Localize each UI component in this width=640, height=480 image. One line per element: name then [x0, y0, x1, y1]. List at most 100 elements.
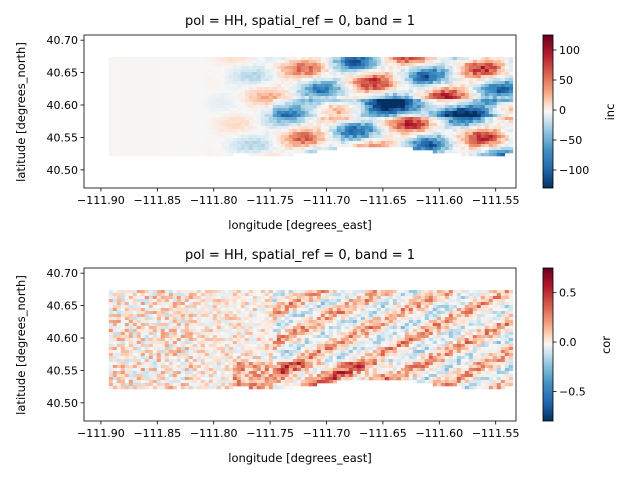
heatmap-cell	[496, 317, 502, 321]
heatmap-cell	[124, 63, 130, 67]
heatmap-cell	[276, 314, 282, 318]
heatmap-cell	[204, 99, 210, 103]
heatmap-cell	[420, 93, 426, 97]
heatmap-cell	[328, 78, 334, 82]
heatmap-cell	[156, 132, 162, 136]
heatmap-cell	[140, 57, 146, 61]
heatmap-cell	[300, 60, 306, 64]
heatmap-cell	[132, 78, 138, 82]
heatmap-cell	[380, 90, 386, 94]
heatmap-cell	[276, 323, 282, 327]
heatmap-cell	[156, 99, 162, 103]
heatmap-cell	[420, 129, 426, 133]
heatmap-cell	[204, 102, 210, 106]
heatmap-cell	[420, 102, 426, 106]
heatmap-cell	[140, 150, 146, 154]
heatmap-cell	[496, 120, 502, 124]
heatmap-cell	[160, 326, 166, 330]
heatmap-cell	[264, 117, 270, 121]
heatmap-cell	[376, 99, 382, 103]
heatmap-cell	[204, 135, 210, 139]
heatmap-cell	[324, 105, 330, 109]
heatmap-cell	[128, 66, 134, 70]
heatmap-cell	[216, 126, 222, 130]
heatmap-cell	[356, 290, 362, 294]
heatmap-cell	[216, 63, 222, 67]
heatmap-cell	[368, 311, 374, 315]
heatmap-cell	[388, 290, 394, 294]
heatmap-cell	[180, 153, 186, 157]
heatmap-cell	[164, 308, 170, 312]
heatmap-cell	[144, 120, 150, 124]
heatmap-cell	[300, 293, 306, 297]
heatmap-cell	[108, 57, 114, 61]
heatmap-cell	[296, 320, 302, 324]
heatmap-cell	[204, 305, 210, 309]
heatmap-cell	[476, 296, 482, 300]
heatmap-cell	[476, 326, 482, 330]
heatmap-cell	[264, 135, 270, 139]
heatmap-cell	[328, 126, 334, 130]
heatmap-cell	[392, 75, 398, 79]
heatmap-cell	[136, 63, 142, 67]
heatmap-cell	[184, 290, 190, 294]
heatmap-cell	[316, 135, 322, 139]
heatmap-cell	[352, 93, 358, 97]
heatmap-cell	[296, 308, 302, 312]
heatmap-cell	[256, 320, 262, 324]
heatmap-cell	[372, 63, 378, 67]
heatmap-cell	[484, 153, 490, 157]
heatmap-cell	[508, 290, 514, 294]
heatmap-cell	[132, 302, 138, 306]
heatmap-cell	[256, 102, 262, 106]
heatmap-cell	[476, 126, 482, 130]
heatmap-cell	[432, 126, 438, 130]
heatmap-cell	[248, 66, 254, 70]
heatmap-cell	[140, 320, 146, 324]
heatmap-cell	[468, 123, 474, 127]
heatmap-cell	[256, 126, 262, 130]
heatmap-cell	[320, 84, 326, 88]
heatmap-cell	[404, 105, 410, 109]
heatmap-cell	[112, 153, 118, 157]
heatmap-cell	[508, 120, 514, 124]
heatmap-cell	[332, 132, 338, 136]
heatmap-cell	[196, 290, 202, 294]
heatmap-cell	[324, 314, 330, 318]
heatmap-cell	[336, 311, 342, 315]
heatmap-cell	[448, 120, 454, 124]
heatmap-cell	[152, 57, 158, 61]
heatmap-cell	[432, 144, 438, 148]
heatmap-cell	[132, 147, 138, 151]
heatmap-cell	[460, 135, 466, 139]
heatmap-cell	[288, 63, 294, 67]
heatmap-cell	[172, 147, 178, 151]
heatmap-cell	[380, 120, 386, 124]
heatmap-cell	[232, 63, 238, 67]
heatmap-cell	[324, 141, 330, 145]
heatmap-cell	[120, 126, 126, 130]
heatmap-cell	[360, 323, 366, 327]
heatmap-cell	[216, 123, 222, 127]
heatmap-cell	[328, 108, 334, 112]
heatmap-cell	[380, 96, 386, 100]
heatmap-cell	[492, 123, 498, 127]
heatmap-cell	[468, 108, 474, 112]
heatmap-cell	[476, 78, 482, 82]
heatmap-cell	[484, 308, 490, 312]
heatmap-cell	[252, 317, 258, 321]
heatmap-cell	[200, 132, 206, 136]
heatmap-cell	[372, 317, 378, 321]
heatmap-cell	[224, 99, 230, 103]
heatmap-cell	[260, 120, 266, 124]
heatmap-cell	[260, 117, 266, 121]
heatmap-cell	[356, 63, 362, 67]
heatmap-cell	[272, 332, 278, 336]
heatmap-cell	[156, 135, 162, 139]
heatmap-cell	[204, 123, 210, 127]
heatmap-cell	[312, 87, 318, 91]
heatmap-cell	[172, 296, 178, 300]
heatmap-cell	[264, 299, 270, 303]
heatmap-cell	[340, 114, 346, 118]
heatmap-cell	[144, 126, 150, 130]
